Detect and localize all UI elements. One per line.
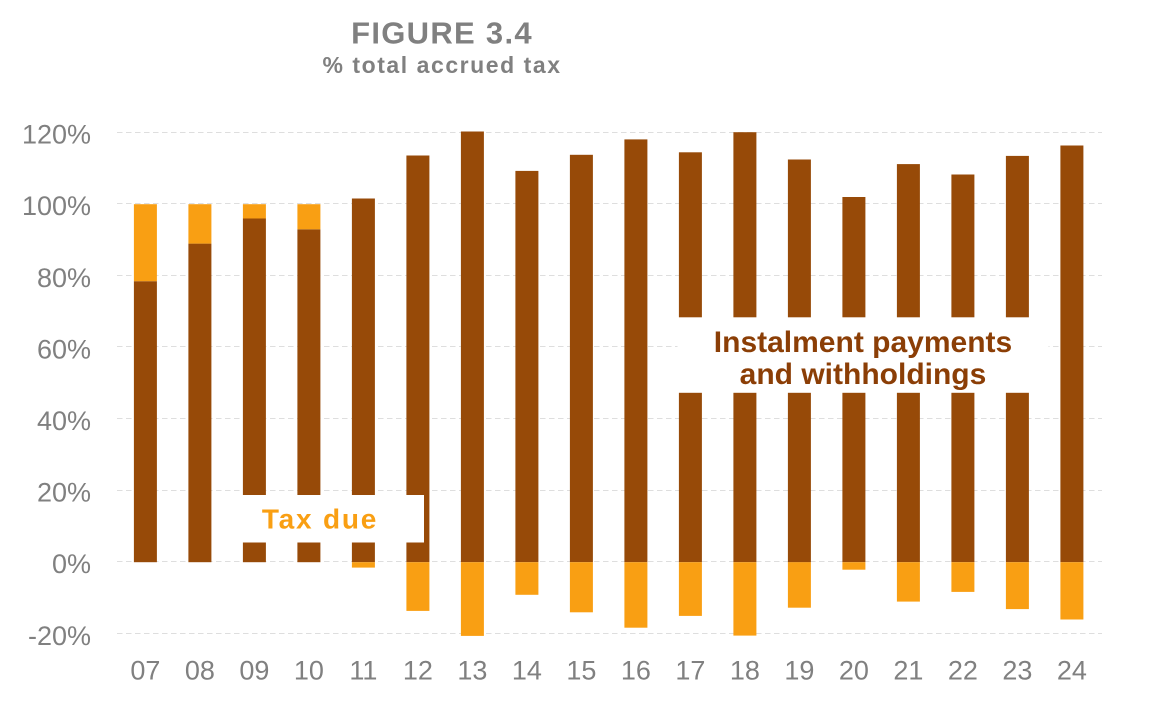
svg-text:Instalment payments: Instalment payments	[714, 326, 1012, 359]
svg-text:08: 08	[185, 656, 215, 686]
svg-text:Tax due: Tax due	[262, 504, 378, 535]
svg-text:60%: 60%	[37, 334, 91, 364]
svg-text:21: 21	[893, 656, 923, 686]
svg-text:0%: 0%	[52, 549, 91, 579]
svg-text:80%: 80%	[37, 263, 91, 293]
svg-text:15: 15	[566, 656, 596, 686]
svg-text:18: 18	[730, 656, 760, 686]
svg-text:09: 09	[239, 656, 269, 686]
svg-text:22: 22	[948, 656, 978, 686]
svg-text:-20%: -20%	[28, 621, 91, 651]
svg-text:23: 23	[1002, 656, 1032, 686]
svg-text:16: 16	[621, 656, 651, 686]
svg-text:19: 19	[784, 656, 814, 686]
svg-text:40%: 40%	[37, 406, 91, 436]
svg-text:20: 20	[839, 656, 869, 686]
svg-text:13: 13	[457, 656, 487, 686]
svg-text:100%: 100%	[22, 191, 91, 221]
svg-text:12: 12	[403, 656, 433, 686]
svg-text:FIGURE 3.4: FIGURE 3.4	[351, 16, 533, 51]
svg-text:and withholdings: and withholdings	[740, 358, 987, 391]
svg-text:120%: 120%	[22, 120, 91, 150]
svg-text:11: 11	[349, 656, 377, 686]
svg-text:07: 07	[130, 656, 160, 686]
svg-text:17: 17	[675, 656, 705, 686]
svg-text:10: 10	[294, 656, 324, 686]
svg-text:24: 24	[1057, 656, 1087, 686]
svg-text:% total accrued tax: % total accrued tax	[322, 52, 561, 78]
svg-text:14: 14	[512, 656, 542, 686]
svg-text:20%: 20%	[37, 478, 91, 508]
